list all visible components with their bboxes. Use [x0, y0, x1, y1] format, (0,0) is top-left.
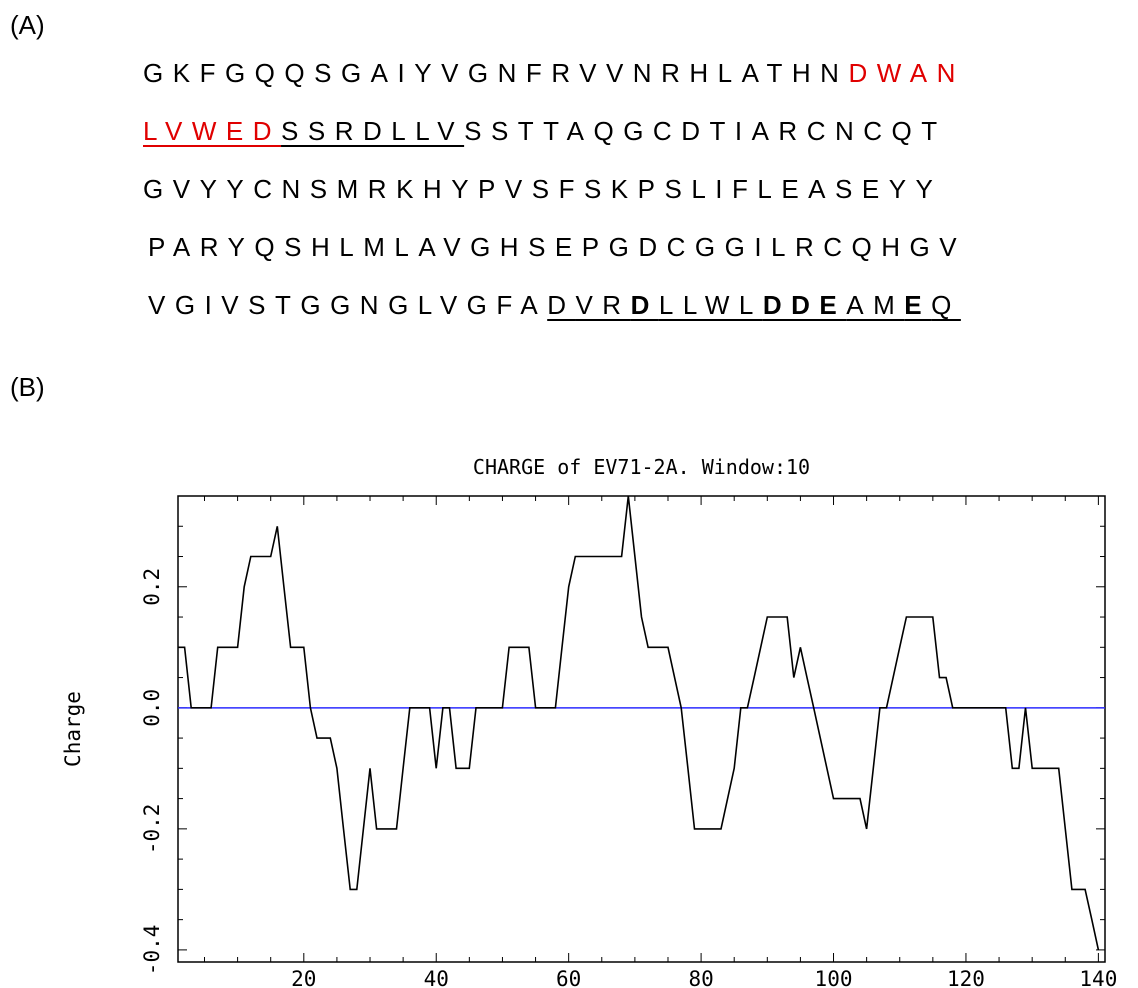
- y-tick-label: -0.4: [140, 925, 164, 976]
- sequence-segment: GVYYCNSMRKHYPVSFSKPSLIFLEASEYY: [143, 174, 943, 204]
- y-axis-label: Charge: [61, 691, 85, 767]
- panel-a-label: (A): [10, 10, 45, 40]
- charge-chart: CHARGE of EV71-2A. Window:10 20 40 60 80 100 1…: [61, 455, 1117, 988]
- sequence-line: VGIVSTGGNGLVGFADVRDLLWLDDEAMEQ: [148, 290, 961, 321]
- sequence-segment: Q: [931, 290, 961, 320]
- x-tick-label: 140: [1079, 967, 1117, 988]
- x-tick-label: 100: [815, 967, 853, 988]
- sequence-line: GKFGQQSGAIYVGNFRVVNRHLATHNDWAN: [143, 58, 965, 89]
- charge-series-line: [178, 495, 1100, 951]
- sequence-segment: VR: [575, 290, 631, 320]
- x-tick-label: 20: [291, 967, 316, 988]
- sequence-segment: SSRDLLV: [281, 116, 465, 146]
- sequence-segment: LVWED: [143, 116, 282, 146]
- sequence-segment: DWAN: [848, 58, 965, 88]
- sequence-segment: D: [630, 290, 659, 320]
- x-tick-label: 40: [424, 967, 449, 988]
- sequence-segment: E: [904, 290, 932, 320]
- sequence-line: GVYYCNSMRKHYPVSFSKPSLIFLEASEYY: [143, 174, 942, 205]
- y-tick-label: -0.2: [140, 804, 164, 855]
- x-tick-label: 80: [688, 967, 713, 988]
- panel-b-label: (B): [10, 372, 45, 402]
- sequence-segment: PARYQSHLMLAVGHSEPGDCGGILRCQHGV: [148, 232, 967, 262]
- sequence-segment: SSTTAQGCDTIARCNCQT: [464, 116, 947, 146]
- sequence-line: PARYQSHLMLAVGHSEPGDCGGILRCQHGV: [148, 232, 966, 263]
- chart-title: CHARGE of EV71-2A. Window:10: [473, 455, 810, 479]
- sequence-segment: AM: [846, 290, 905, 320]
- x-tick-label: 120: [947, 967, 985, 988]
- y-tick-label: 0.2: [140, 568, 164, 606]
- x-tick-label: 60: [556, 967, 581, 988]
- sequence-line: LVWEDSSRDLLVSSTTAQGCDTIARCNCQT: [143, 116, 947, 147]
- y-tick-label: 0.0: [140, 689, 164, 727]
- sequence-segment: VGIVSTGGNGLVGFA: [148, 290, 548, 320]
- plot-frame: [177, 495, 1106, 963]
- sequence-segment: LLWL: [658, 290, 763, 320]
- sequence-segment: DDE: [762, 290, 847, 320]
- sequence-segment: GKFGQQSGAIYVGNFRVVNRHLATHN: [143, 58, 849, 88]
- sequence-segment: D: [547, 290, 576, 320]
